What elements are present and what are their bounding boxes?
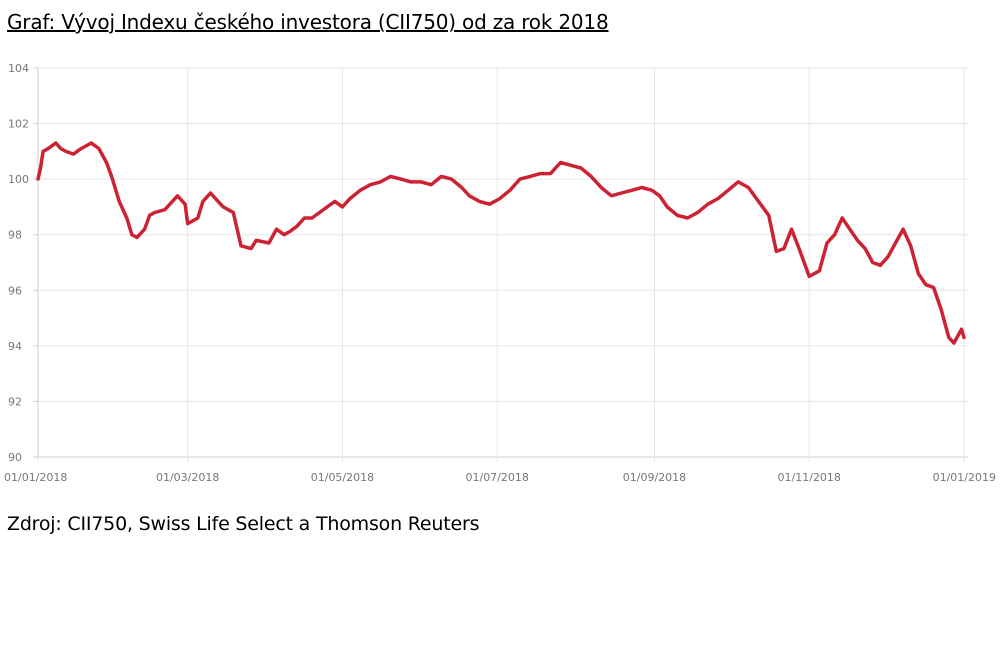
y-tick-label: 96	[8, 284, 22, 297]
x-tick-label: 01/03/2018	[156, 471, 219, 484]
line-chart: 90 92 94 96 98 100 102 104 01/01/2018 01/03/2018…	[4, 62, 996, 484]
x-tick-label: 01/07/2018	[465, 471, 528, 484]
series-line	[36, 141, 966, 345]
y-tick-label: 102	[8, 118, 29, 131]
source-note: Zdroj: CII750, Swiss Life Select a Thoms…	[7, 513, 480, 535]
y-tick-label: 94	[8, 340, 22, 353]
y-tick-label: 92	[8, 395, 22, 408]
x-tick-label: 01/01/2019	[933, 471, 996, 484]
x-axis-ticks: 01/01/2018 01/03/2018 01/05/2018 01/07/2018…	[4, 471, 996, 484]
y-tick-label: 104	[8, 62, 29, 75]
chart-title: Graf: Vývoj Indexu českého investora (CI…	[7, 10, 609, 34]
y-tick-label: 98	[8, 229, 22, 242]
x-tick-label: 01/11/2018	[778, 471, 841, 484]
y-tick-label: 100	[8, 173, 29, 186]
x-tick-label: 01/09/2018	[623, 471, 686, 484]
x-tick-label: 01/01/2018	[4, 471, 67, 484]
y-axis-ticks: 90 92 94 96 98 100 102 104	[8, 62, 29, 464]
y-tick-label: 90	[8, 451, 22, 464]
x-tick-label: 01/05/2018	[311, 471, 374, 484]
grid-lines	[33, 67, 968, 462]
